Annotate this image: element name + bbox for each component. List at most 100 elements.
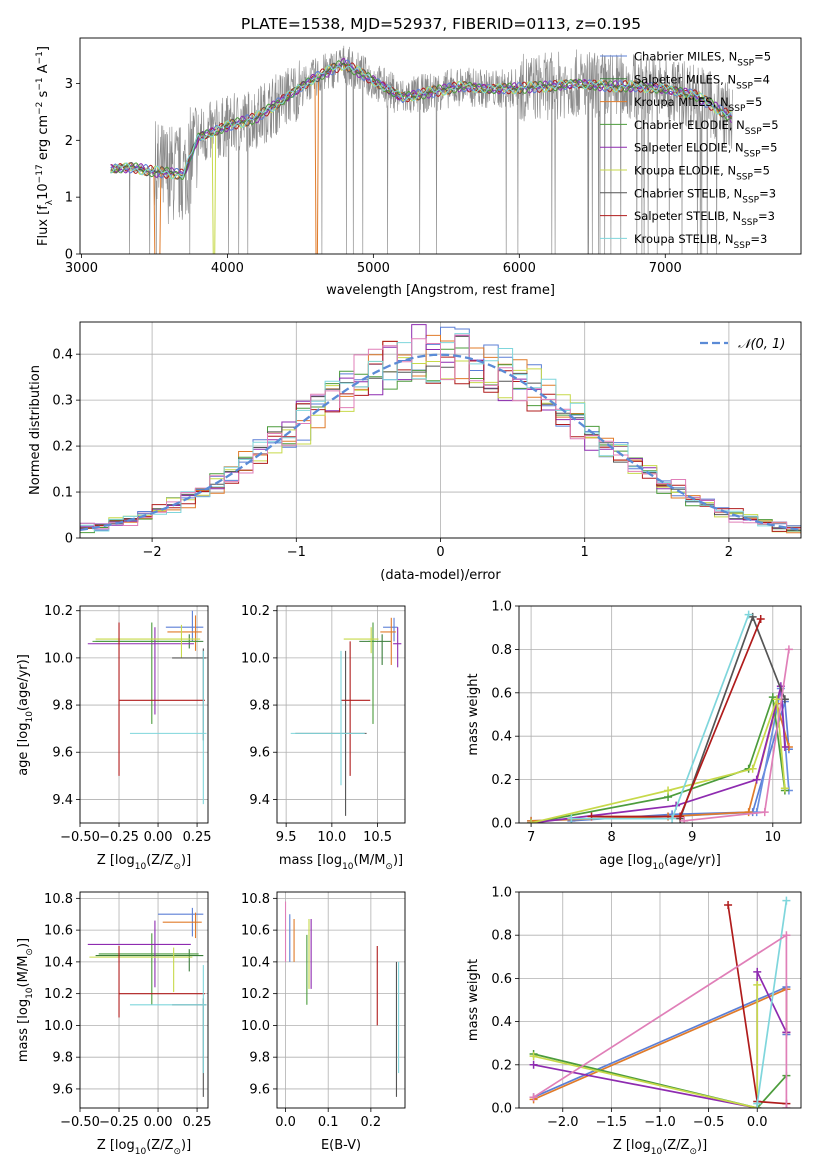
label-part: SSP	[736, 81, 753, 91]
weight-marker	[760, 808, 769, 817]
y-tick-label: 9.8	[249, 699, 270, 714]
legend-entry: Kroupa MILES, NSSP=5	[634, 95, 762, 114]
weight-marker	[780, 784, 789, 793]
y-tick-label: 10.0	[44, 651, 73, 666]
weight-marker	[529, 1060, 538, 1069]
x-tick-label: 7000	[649, 261, 682, 276]
label-part: mass [log	[279, 853, 342, 868]
label-part: =3	[759, 186, 776, 200]
y-tick-label: 0.2	[491, 1058, 512, 1073]
y-tick-label: 10.2	[241, 987, 270, 1002]
x-tick-label: 0.0	[747, 1115, 768, 1130]
weight-marker	[567, 814, 576, 823]
x-tick-label: −0.50	[60, 1115, 100, 1130]
label-part: Z [log	[613, 1138, 651, 1153]
label-part: Salpeter STELIB, N	[634, 209, 741, 223]
label-part: 10	[135, 1147, 147, 1157]
spectrum-panel: 3000 4000 5000 6000 7000 0 1 2 3 wavelength [Angs…	[35, 37, 802, 298]
label-part: ⊙	[173, 862, 181, 872]
y-tick-label: 9.6	[52, 746, 73, 761]
x-tick-label: 1	[581, 545, 589, 560]
weight-marker	[772, 695, 781, 704]
y-tick-label: 0	[65, 532, 73, 547]
label-part: Z [log	[97, 853, 135, 868]
label-part: 10	[342, 862, 354, 872]
x-tick-label: 4000	[211, 261, 244, 276]
y-tick-label: 0	[65, 248, 73, 263]
weight-line	[530, 696, 786, 823]
y-tick-label: 9.8	[52, 1051, 73, 1066]
label-part: Kroupa ELODIE, N	[634, 164, 736, 178]
residuals-panel: −2 −1 0 1 2 0 0.1 0.2 0.3 0.4 (data-model)/error No…	[28, 321, 802, 583]
legend-entry: Chabrier STELIB, NSSP=3	[634, 186, 776, 205]
label-part: )]	[697, 1138, 707, 1153]
plot-area	[110, 45, 733, 254]
x-tick-label: 9	[688, 830, 696, 845]
x-tick-label: −1.0	[644, 1115, 676, 1130]
y-tick-label: 0.1	[52, 486, 73, 501]
y-tick-label: 0.0	[491, 1102, 512, 1117]
y-tick-label: 9.4	[249, 793, 270, 808]
label-part: Chabrier ELODIE, N	[634, 118, 745, 132]
y-tick-label: 1.0	[491, 600, 512, 615]
x-tick-label: −0.5	[693, 1115, 725, 1130]
weight-line	[533, 1053, 788, 1108]
label-part: (age/yr)]	[664, 853, 721, 868]
label-part: =5	[753, 164, 770, 178]
y-tick-label: 10.4	[241, 955, 270, 970]
plot-area	[80, 324, 801, 534]
model-spectrum-line	[110, 64, 733, 254]
y-tick-label: 0.4	[491, 730, 512, 745]
weight-marker	[724, 900, 733, 909]
y-tick-label: 0.4	[491, 1015, 512, 1030]
label-part: mass [log	[16, 999, 31, 1062]
label-part: Salpeter ELODIE, N	[634, 141, 744, 155]
label-part: (Z/Z	[146, 853, 173, 868]
x-tick-label: 8	[608, 830, 616, 845]
x-tick-label: 10.0	[317, 830, 346, 845]
x-axis-label: Z [log10(Z/Z⊙)]	[97, 1138, 191, 1157]
observed-spectrum-line	[110, 45, 733, 254]
axes-frame	[276, 891, 406, 1109]
label-part: age [log	[16, 723, 31, 776]
legend-entry: Salpeter MILES, NSSP=4	[634, 72, 770, 91]
y-tick-label: 3	[65, 77, 73, 92]
plot-area	[290, 617, 402, 816]
weight-marker	[752, 775, 761, 784]
age-vs-metallicity-panel: −0.50 −0.25 0.00 0.25 9.4 9.6 9.8 10.0 10.2 Z [lo…	[16, 604, 212, 872]
y-axis-label: age [log10(age/yr)]	[16, 654, 35, 776]
weight-marker	[768, 693, 777, 702]
label-part: −1	[35, 77, 45, 90]
label-part: Kroupa STELIB, N	[634, 232, 734, 246]
y-axis-label: Flux [fλ10−17 erg cm−2 s−1 A−1]	[35, 46, 55, 246]
legend-entry: 𝒩(0, 1)	[738, 337, 785, 352]
label-part: s	[36, 90, 51, 101]
mass-vs-ebv-panel: 0.0 0.1 0.2 9.6 9.8 10.0 10.2 10.4 10.6 10.8 E(B-V…	[241, 891, 406, 1153]
plot-area	[284, 901, 400, 1097]
y-tick-label: 9.6	[249, 746, 270, 761]
legend-entry: Salpeter ELODIE, NSSP=5	[634, 141, 777, 160]
label-part: =3	[750, 232, 767, 246]
label-part: SSP	[742, 195, 759, 205]
x-tick-label: 10.5	[363, 830, 392, 845]
weight-line	[531, 688, 790, 822]
axes-frame	[79, 891, 209, 1109]
y-tick-label: 9.4	[52, 793, 73, 808]
label-part: =3	[758, 209, 775, 223]
weight-vs-metallicity-panel: −2.0 −1.5 −1.0 −0.5 0.0 0.0 0.2 0.4 0.6 0.8 1.0 Z […	[466, 886, 802, 1157]
figure-title: PLATE=1538, MJD=52937, FIBERID=0113, z=0…	[241, 15, 641, 33]
normal-curve	[80, 353, 801, 532]
mass-vs-metallicity-panel: −0.50 −0.25 0.00 0.25 9.6 9.8 10.0 10.2 10.4 10.6…	[16, 891, 212, 1157]
weight-marker	[676, 812, 685, 821]
label-part: −2	[35, 102, 45, 115]
y-tick-label: 0.8	[491, 929, 512, 944]
y-tick-label: 10.2	[44, 604, 73, 619]
axes-frame	[79, 321, 802, 539]
y-tick-label: 0.6	[491, 686, 512, 701]
x-tick-label: 0.25	[183, 830, 212, 845]
label-part: SSP	[737, 59, 754, 69]
label-part: ]	[36, 46, 51, 51]
label-part: =5	[761, 141, 778, 155]
